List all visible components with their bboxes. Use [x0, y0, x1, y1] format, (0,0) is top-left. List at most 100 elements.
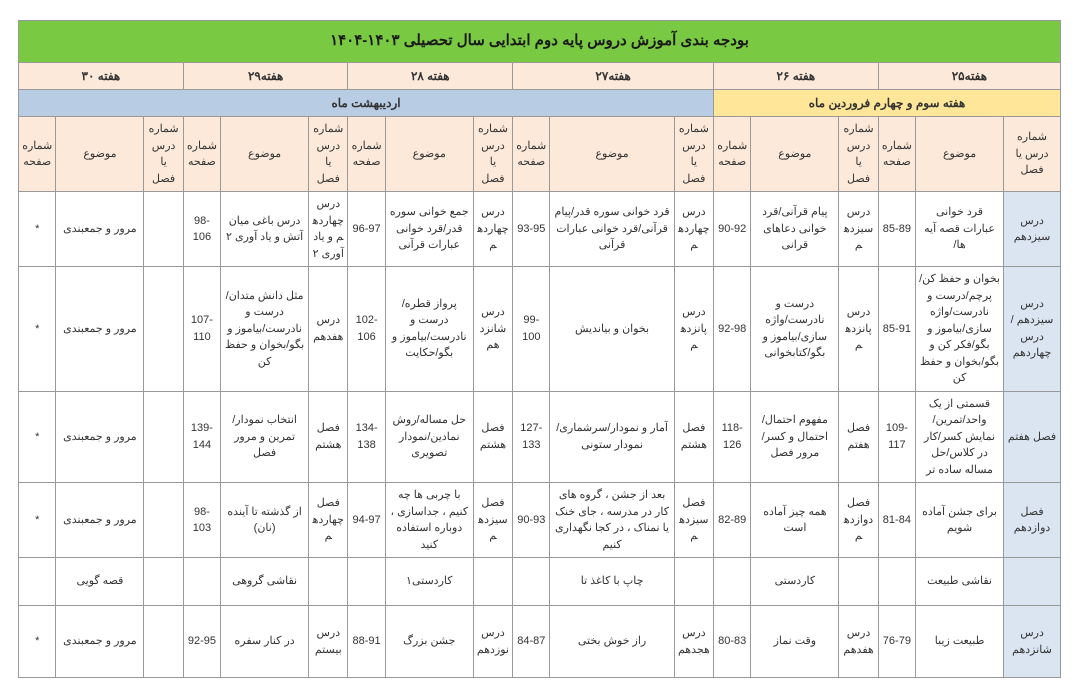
- cell: مرور و جمعبندی: [56, 391, 144, 483]
- cell: [348, 558, 385, 606]
- cell: [144, 267, 183, 392]
- cell: آمار و نمودار/سرشماری/نمودار ستونی: [550, 391, 674, 483]
- cell: فصل چهاردهم: [309, 483, 348, 558]
- cell: درس باغی میان آتش و یاد آوری ۲: [221, 192, 309, 267]
- cell: [144, 483, 183, 558]
- cell: راز خوش بختی: [550, 606, 674, 678]
- cell: قرد خوانی عبارات قصه آیه ها/: [916, 192, 1004, 267]
- col-page: شماره صفحه: [878, 117, 915, 192]
- col-topic: موضوع: [916, 117, 1004, 192]
- cell: 93-95: [513, 192, 550, 267]
- cell: کاردستی۱: [385, 558, 473, 606]
- col-page: شماره صفحه: [348, 117, 385, 192]
- cell: [839, 558, 878, 606]
- cell: درس نوزدهم: [473, 606, 512, 678]
- cell: 85-91: [878, 267, 915, 392]
- cell: *: [19, 606, 56, 678]
- cell: فصل سیزدهم: [473, 483, 512, 558]
- cell: درس چهاردهم و یاد آوری ۲: [309, 192, 348, 267]
- cell: 85-89: [878, 192, 915, 267]
- week-header: هفته ۳۰: [19, 63, 184, 90]
- cell: 127-133: [513, 391, 550, 483]
- cell: برای جشن آماده شویم: [916, 483, 1004, 558]
- col-topic: موضوع: [751, 117, 839, 192]
- col-lesson: شماره درس یا فصل: [144, 117, 183, 192]
- col-topic: موضوع: [385, 117, 473, 192]
- month-ordibehesht: اردیبهشت ماه: [19, 90, 714, 117]
- col-lesson: شماره درس یا فصل: [473, 117, 512, 192]
- budget-table: بودجه بندی آموزش دروس پایه دوم ابتدایی س…: [18, 20, 1061, 678]
- cell: درس پانزدهم: [674, 267, 713, 392]
- cell: 99-100: [513, 267, 550, 392]
- cell: درس سیزدهم /درس چهاردهم: [1004, 267, 1061, 392]
- cell: 88-91: [348, 606, 385, 678]
- cell: طبیعت زیبا: [916, 606, 1004, 678]
- cell: [1004, 558, 1061, 606]
- week-header: هفته۲۵: [878, 63, 1060, 90]
- cell: مثل دانش متدان/درست و نادرست/بیاموز و بگ…: [221, 267, 309, 392]
- main-title: بودجه بندی آموزش دروس پایه دوم ابتدایی س…: [19, 21, 1061, 63]
- col-page: شماره صفحه: [513, 117, 550, 192]
- cell: [714, 558, 751, 606]
- cell: درس پانزدهم: [839, 267, 878, 392]
- cell: درس چهاردهم: [674, 192, 713, 267]
- cell: فصل هشتم: [309, 391, 348, 483]
- cell: [144, 606, 183, 678]
- cell: همه چیز آماده است: [751, 483, 839, 558]
- cell: 92-95: [183, 606, 220, 678]
- cell: جشن بزرگ: [385, 606, 473, 678]
- cell: 92-98: [714, 267, 751, 392]
- cell: 118-126: [714, 391, 751, 483]
- col-topic: موضوع: [56, 117, 144, 192]
- cell: کاردستی: [751, 558, 839, 606]
- cell: فصل هفتم: [839, 391, 878, 483]
- cell: نقاشی طبیعت: [916, 558, 1004, 606]
- col-lesson: شماره درس یا فصل: [309, 117, 348, 192]
- cell: مرور و جمعبندی: [56, 483, 144, 558]
- cell: *: [19, 192, 56, 267]
- cell: درس هفدهم: [839, 606, 878, 678]
- cell: نقاشی گروهی: [221, 558, 309, 606]
- cell: 109-117: [878, 391, 915, 483]
- cell: [19, 558, 56, 606]
- cell: [144, 192, 183, 267]
- cell: 134-138: [348, 391, 385, 483]
- cell: قرد خوانی سوره قدر/پیام قرآنی/قرد خوانی …: [550, 192, 674, 267]
- cell: فصل هفتم: [1004, 391, 1061, 483]
- cell: 139-144: [183, 391, 220, 483]
- cell: 84-87: [513, 606, 550, 678]
- cell: *: [19, 267, 56, 392]
- cell: فصل دوازدهم: [1004, 483, 1061, 558]
- col-topic: موضوع: [550, 117, 674, 192]
- cell: 90-93: [513, 483, 550, 558]
- cell: انتخاب نمودار/تمرین و مرور فصل: [221, 391, 309, 483]
- cell: 96-97: [348, 192, 385, 267]
- cell: جمع خوانی سوره قدر/قرد خوانی عبارات قرآن…: [385, 192, 473, 267]
- col-page: شماره صفحه: [714, 117, 751, 192]
- col-page: شماره صفحه: [183, 117, 220, 192]
- cell: چاپ با کاغذ تا: [550, 558, 674, 606]
- cell: فصل هشتم: [674, 391, 713, 483]
- month-farvardin: هفته سوم و چهارم فروردین ماه: [714, 90, 1061, 117]
- col-page: شماره صفحه: [19, 117, 56, 192]
- cell: 76-79: [878, 606, 915, 678]
- cell: فصل هشتم: [473, 391, 512, 483]
- cell: 94-97: [348, 483, 385, 558]
- cell: درس بیستم: [309, 606, 348, 678]
- cell: مرور و جمعبندی: [56, 192, 144, 267]
- cell: پیام قرآنی/قرد خوانی دعاهای قرانی: [751, 192, 839, 267]
- cell: مفهوم احتمال/احتمال و کسر/مرور فصل: [751, 391, 839, 483]
- week-header: هفته۲۹: [183, 63, 348, 90]
- cell: بعد از جشن ، گروه های کار در مدرسه ، جای…: [550, 483, 674, 558]
- cell: وقت نماز: [751, 606, 839, 678]
- cell: 98-106: [183, 192, 220, 267]
- week-header: هفته۲۷: [513, 63, 714, 90]
- cell: [674, 558, 713, 606]
- cell: [878, 558, 915, 606]
- cell: *: [19, 483, 56, 558]
- cell: درس هفدهم: [309, 267, 348, 392]
- cell: 82-89: [714, 483, 751, 558]
- col-lesson: شماره درس یا فصل: [839, 117, 878, 192]
- cell: درس شانزدهم: [1004, 606, 1061, 678]
- cell: [473, 558, 512, 606]
